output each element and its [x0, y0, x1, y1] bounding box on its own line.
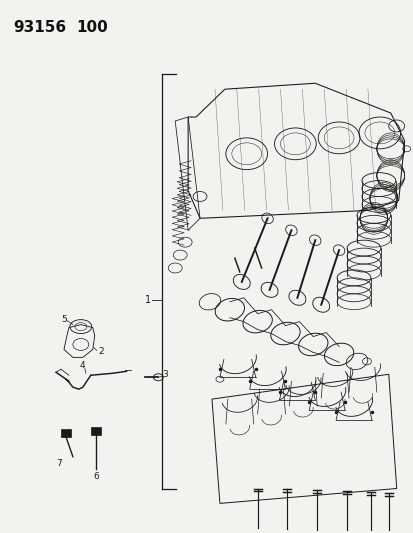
Text: 2: 2 [97, 347, 103, 356]
Text: 3: 3 [162, 370, 168, 379]
Text: 100: 100 [76, 20, 107, 35]
FancyBboxPatch shape [90, 427, 100, 435]
Text: 4: 4 [80, 361, 85, 370]
Text: 6: 6 [93, 472, 98, 481]
Text: 93156: 93156 [13, 20, 66, 35]
Text: 1: 1 [145, 295, 151, 305]
Text: 5: 5 [61, 315, 66, 324]
Text: 7: 7 [56, 459, 62, 468]
FancyBboxPatch shape [61, 429, 71, 437]
